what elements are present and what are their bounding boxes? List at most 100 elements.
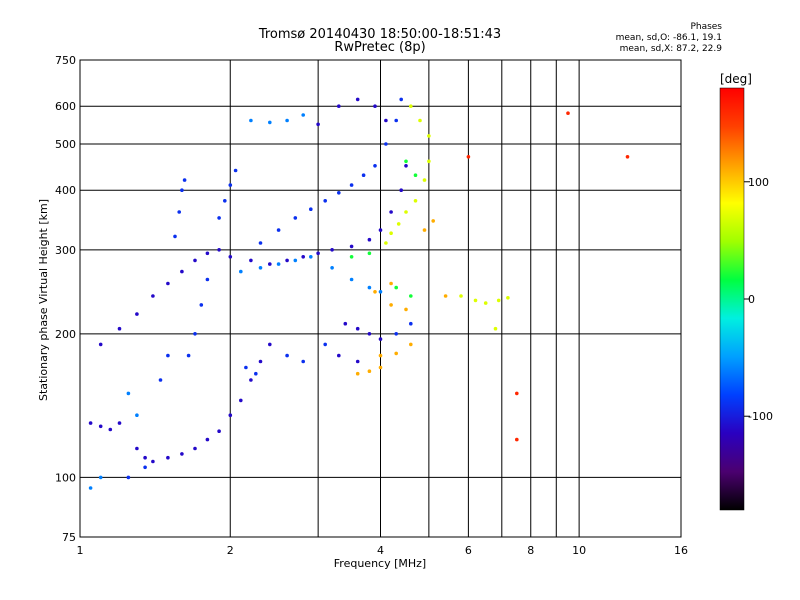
data-point xyxy=(389,210,393,214)
data-point xyxy=(301,113,306,117)
x-axis-label: Frequency [MHz] xyxy=(334,557,426,570)
data-point xyxy=(367,332,372,336)
x-tick-label: 1 xyxy=(77,544,84,557)
data-point xyxy=(126,391,131,396)
data-point xyxy=(566,111,570,115)
colorbar-tick-label: -100 xyxy=(748,410,773,423)
data-point xyxy=(349,254,354,259)
data-point xyxy=(389,231,393,235)
data-point xyxy=(316,251,320,256)
data-point xyxy=(193,332,197,336)
data-point xyxy=(193,446,197,451)
data-point xyxy=(239,269,243,274)
data-point xyxy=(355,97,360,102)
y-tick-label: 750 xyxy=(55,54,76,67)
data-point xyxy=(88,486,93,490)
data-point xyxy=(367,237,372,242)
data-point xyxy=(285,353,289,358)
data-point xyxy=(378,290,383,294)
grid-lines xyxy=(80,60,681,537)
y-tick-label: 100 xyxy=(55,471,76,484)
colorbar-tick-label: 0 xyxy=(748,293,755,306)
x-tick-label: 2 xyxy=(227,544,234,557)
data-point xyxy=(409,321,413,326)
colorbar-label: [deg] xyxy=(720,72,752,86)
data-point xyxy=(431,219,436,223)
data-point xyxy=(396,222,401,226)
data-point xyxy=(422,228,427,232)
data-point xyxy=(422,178,427,182)
data-point xyxy=(349,277,354,282)
data-point xyxy=(378,337,383,341)
data-point xyxy=(98,342,103,347)
data-point xyxy=(316,122,320,127)
data-point xyxy=(180,188,184,192)
data-point xyxy=(367,369,372,374)
y-tick-label: 300 xyxy=(55,244,76,257)
plot-frame xyxy=(79,59,682,538)
y-tick-label: 400 xyxy=(55,184,76,197)
data-point xyxy=(394,118,399,123)
data-point xyxy=(135,446,139,451)
data-point xyxy=(373,290,377,294)
data-point xyxy=(337,104,341,108)
data-points xyxy=(88,97,630,490)
data-point xyxy=(323,342,328,347)
data-point xyxy=(394,351,399,356)
data-point xyxy=(404,210,408,214)
data-point xyxy=(228,413,233,418)
data-point xyxy=(223,199,227,203)
data-point xyxy=(389,303,393,307)
y-tick-label: 500 xyxy=(55,138,76,151)
data-point xyxy=(409,342,413,347)
data-point xyxy=(399,188,404,192)
data-point xyxy=(151,294,155,298)
data-point xyxy=(496,298,501,303)
x-axis-ticks: 1 2 4 6 8 10 16 xyxy=(77,544,689,557)
data-point xyxy=(506,296,510,300)
data-point xyxy=(285,118,289,123)
data-point xyxy=(173,234,177,239)
data-point xyxy=(404,159,408,164)
data-point xyxy=(258,359,263,364)
data-point xyxy=(228,183,233,187)
data-point xyxy=(309,254,313,259)
data-point xyxy=(515,437,519,442)
data-point xyxy=(427,159,431,164)
data-point xyxy=(186,353,191,358)
data-point xyxy=(182,178,187,182)
data-point xyxy=(293,216,298,220)
data-point xyxy=(355,371,360,376)
data-point xyxy=(258,266,263,270)
data-point xyxy=(166,353,170,358)
data-point xyxy=(135,312,139,316)
colorbar xyxy=(719,87,745,511)
data-point xyxy=(443,294,448,298)
data-point xyxy=(373,104,377,108)
phase-stats-x: mean, sd,X: 87.2, 22.9 xyxy=(619,44,722,54)
x-tick-label: 6 xyxy=(465,544,472,557)
data-point xyxy=(244,365,248,370)
phase-stats-heading: Phases xyxy=(690,22,722,32)
x-tick-label: 16 xyxy=(674,544,688,557)
data-point xyxy=(367,285,372,290)
data-point xyxy=(394,332,399,336)
data-point xyxy=(367,251,372,256)
data-point xyxy=(205,277,210,282)
data-point xyxy=(166,281,170,286)
data-point xyxy=(158,378,163,382)
data-point xyxy=(217,429,221,434)
data-point xyxy=(399,97,404,102)
data-point xyxy=(473,298,478,303)
data-point xyxy=(459,294,463,298)
data-point xyxy=(355,359,360,364)
data-point xyxy=(349,183,354,187)
data-point xyxy=(258,241,263,245)
data-point xyxy=(285,258,289,263)
data-point xyxy=(249,378,253,382)
data-point xyxy=(108,427,113,432)
data-point xyxy=(483,301,488,305)
data-point xyxy=(409,104,413,108)
phase-stats-o: mean, sd,O: -86.1, 19.1 xyxy=(615,33,722,43)
data-point xyxy=(98,424,103,429)
